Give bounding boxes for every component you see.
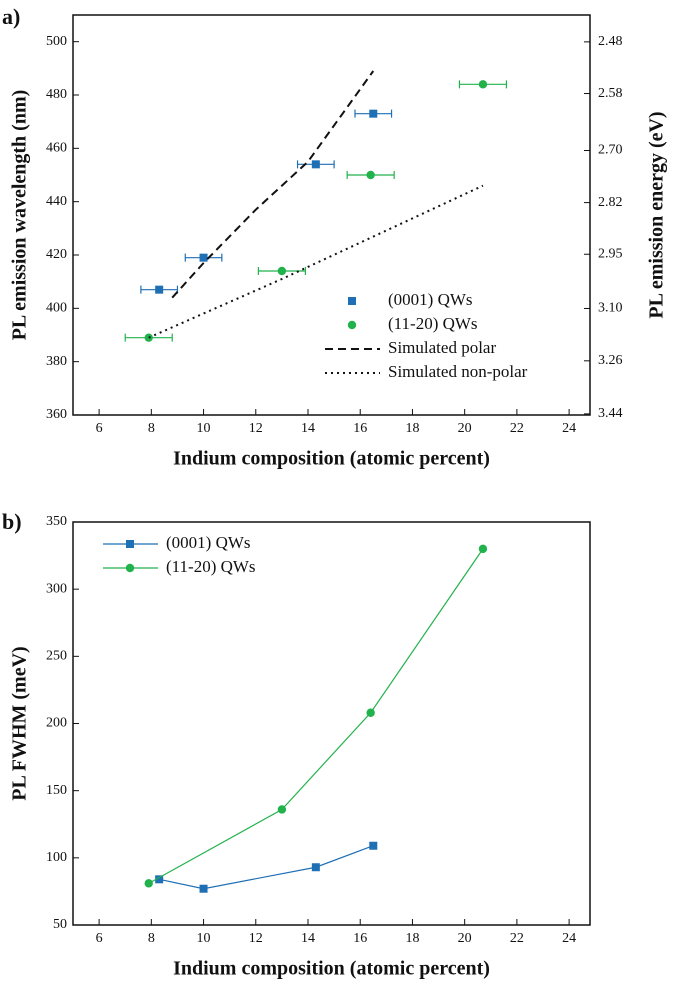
legend-label: (0001) QWs (166, 533, 251, 552)
legend-label: Simulated non-polar (388, 362, 528, 381)
legend-label: (0001) QWs (388, 290, 473, 309)
y-tick-label: 300 (46, 581, 67, 596)
x-tick-label: 20 (458, 421, 472, 436)
y2-tick-label: 2.48 (598, 34, 623, 49)
panel-label: b) (2, 509, 22, 534)
legend-marker (126, 540, 134, 548)
y2-tick-label: 2.58 (598, 86, 623, 101)
x-tick-label: 24 (562, 421, 576, 436)
plot-frame (72, 521, 591, 926)
legend-marker (347, 320, 357, 330)
marker (311, 160, 320, 169)
x-tick-label: 18 (405, 931, 419, 946)
legend-label: (11-20) QWs (166, 557, 256, 576)
y-tick-label: 500 (46, 34, 67, 49)
x-tick-label: 16 (353, 421, 367, 436)
y2-tick-label: 3.10 (598, 301, 623, 316)
x-axis-label: Indium composition (atomic percent) (173, 448, 490, 470)
x-tick-label: 16 (353, 931, 367, 946)
x-tick-label: 20 (458, 931, 472, 946)
x-tick-label: 8 (148, 421, 155, 436)
x-tick-label: 24 (562, 931, 576, 946)
marker (199, 253, 208, 262)
y2-tick-label: 3.26 (598, 353, 623, 368)
marker (478, 544, 488, 554)
marker (366, 708, 375, 717)
panel-label: a) (2, 4, 20, 29)
y-tick-label: 380 (46, 354, 67, 369)
marker (277, 266, 287, 276)
x-tick-label: 10 (197, 931, 211, 946)
y-tick-label: 400 (46, 301, 67, 316)
legend-marker (125, 563, 135, 573)
y-tick-label: 200 (46, 716, 67, 731)
y-tick-label: 440 (46, 194, 67, 209)
y2-tick-label: 2.82 (598, 195, 623, 210)
marker (366, 170, 375, 180)
y-tick-label: 250 (46, 649, 67, 664)
series-line (171, 70, 375, 299)
marker (478, 80, 488, 89)
marker (199, 884, 208, 893)
y-tick-label: 350 (46, 514, 67, 529)
x-tick-label: 12 (249, 931, 263, 946)
marker (155, 875, 164, 884)
legend-label: Simulated polar (388, 338, 496, 357)
marker (144, 879, 153, 888)
y-tick-label: 480 (46, 87, 67, 102)
series-line (159, 845, 374, 890)
x-tick-label: 10 (197, 421, 211, 436)
x-tick-label: 22 (510, 421, 524, 436)
y-tick-label: 420 (46, 247, 67, 262)
y2-tick-label: 3.44 (598, 406, 623, 421)
y2-tick-label: 2.70 (598, 143, 623, 158)
series-line (148, 184, 484, 339)
y-tick-label: 360 (46, 407, 67, 422)
marker (311, 863, 320, 872)
x-tick-label: 14 (301, 931, 315, 946)
legend-label: (11-20) QWs (388, 314, 478, 333)
series-line (148, 548, 484, 884)
x-tick-label: 6 (96, 421, 103, 436)
marker (155, 285, 164, 294)
y2-tick-label: 2.95 (598, 246, 623, 261)
marker (277, 805, 287, 814)
x-tick-label: 6 (96, 931, 103, 946)
y2-axis-label: PL emission energy (eV) (646, 111, 668, 318)
y-tick-label: 100 (46, 850, 67, 865)
y-tick-label: 150 (46, 783, 67, 798)
x-axis-label: Indium composition (atomic percent) (173, 958, 490, 980)
y-tick-label: 50 (53, 917, 67, 932)
plot-frame (72, 14, 591, 416)
x-tick-label: 8 (148, 931, 155, 946)
marker (369, 109, 378, 118)
x-tick-label: 18 (405, 421, 419, 436)
legend-marker (348, 297, 356, 305)
y-tick-label: 460 (46, 141, 67, 156)
x-tick-label: 14 (301, 421, 315, 436)
x-tick-label: 22 (510, 931, 524, 946)
y-axis-label: PL emission wavelength (nm) (9, 90, 31, 341)
y-axis-label: PL FWHM (meV) (9, 646, 31, 800)
x-tick-label: 12 (249, 421, 263, 436)
marker (369, 841, 378, 850)
